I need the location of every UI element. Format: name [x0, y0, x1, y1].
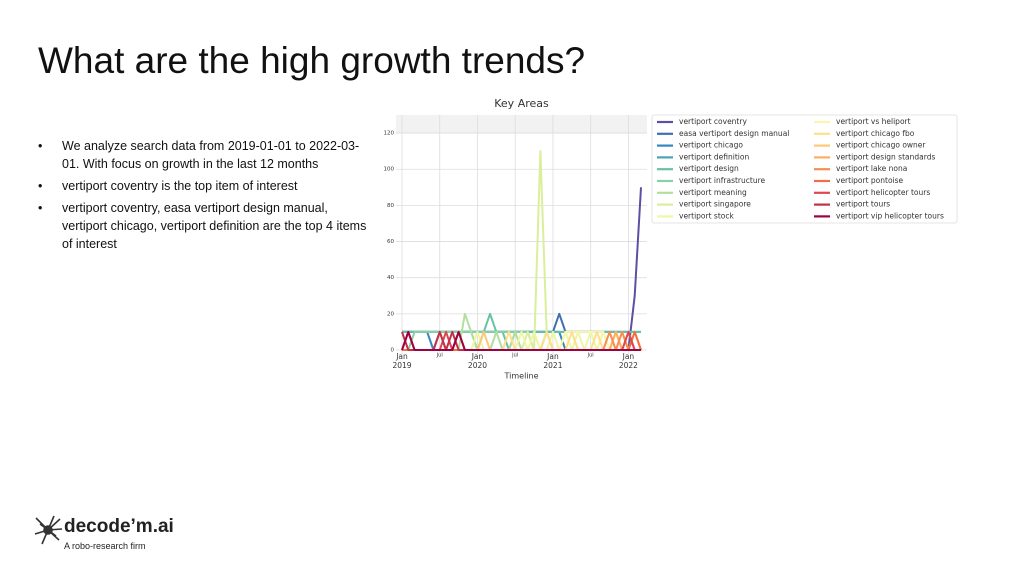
bullet-item: • We analyze search data from 2019-01-01 … [38, 137, 373, 173]
legend-label: vertiport vs heliport [836, 117, 911, 126]
x-tick-label: Jul [436, 353, 443, 359]
logo-name: decode’m.ai [64, 516, 174, 537]
bullet-item: • vertiport coventry is the top item of i… [38, 177, 373, 195]
legend-label: vertiport chicago fbo [836, 129, 915, 138]
legend-label: vertiport infrastructure [679, 176, 765, 185]
y-tick-label: 120 [384, 131, 395, 137]
legend-label: vertiport stock [679, 211, 734, 220]
x-tick-label: Jan [395, 352, 408, 361]
bullet-marker: • [38, 201, 43, 215]
legend-label: vertiport singapore [679, 200, 751, 209]
slide-title: What are the high growth trends? [38, 40, 586, 81]
legend-label: vertiport design [679, 164, 739, 173]
legend-label: vertiport tours [836, 200, 890, 209]
bullet-marker: • [38, 179, 43, 193]
y-tick-label: 0 [391, 348, 395, 354]
bullet-text: vertiport coventry, easa vertiport desig… [62, 201, 367, 251]
x-tick-year: 2021 [543, 361, 562, 370]
legend-label: vertiport vip helicopter tours [836, 211, 944, 220]
x-tick-year: 2020 [468, 361, 487, 370]
legend-label: vertiport chicago owner [836, 141, 926, 150]
x-tick-label: Jul [511, 353, 518, 359]
x-tick-label: Jul [587, 353, 594, 359]
bullet-text: We analyze search data from 2019-01-01 t… [62, 139, 360, 171]
bullet-text: vertiport coventry is the top item of in… [62, 179, 298, 193]
legend-label: vertiport coventry [679, 117, 747, 126]
x-tick-year: 2022 [619, 361, 638, 370]
x-tick-label: Jan [471, 352, 484, 361]
x-tick-label: Jan [622, 352, 635, 361]
y-tick-label: 40 [387, 275, 394, 281]
legend-label: vertiport definition [679, 152, 749, 161]
legend-box [651, 114, 958, 224]
x-axis-label: Timeline [503, 372, 538, 381]
legend-label: vertiport design standards [836, 152, 935, 161]
x-tick-year: 2019 [392, 361, 411, 370]
legend-label: vertiport helicopter tours [836, 188, 930, 197]
chart-title: Key Areas [494, 97, 549, 110]
bullet-marker: • [38, 139, 43, 153]
y-tick-label: 100 [384, 167, 395, 173]
plot-band [396, 115, 647, 134]
y-tick-label: 20 [387, 311, 394, 317]
series-line [401, 330, 641, 351]
bullet-list: • We analyze search data from 2019-01-01 … [38, 137, 373, 257]
bullet-item: • vertiport coventry, easa vertiport desi… [38, 199, 373, 253]
logo-tagline: A robo-research firm [64, 541, 146, 551]
legend-label: vertiport pontoise [836, 176, 904, 185]
logo-icon [34, 515, 63, 545]
legend-label: vertiport meaning [679, 188, 747, 197]
legend-label: easa vertiport design manual [679, 129, 789, 138]
plot-area [396, 115, 647, 354]
legend-label: vertiport chicago [679, 141, 743, 150]
logo: decode’m.ai A robo-research firm [32, 514, 174, 551]
legend-label: vertiport lake nona [836, 164, 907, 173]
y-tick-label: 80 [387, 203, 394, 209]
y-tick-label: 60 [387, 239, 394, 245]
x-tick-label: Jan [546, 352, 559, 361]
